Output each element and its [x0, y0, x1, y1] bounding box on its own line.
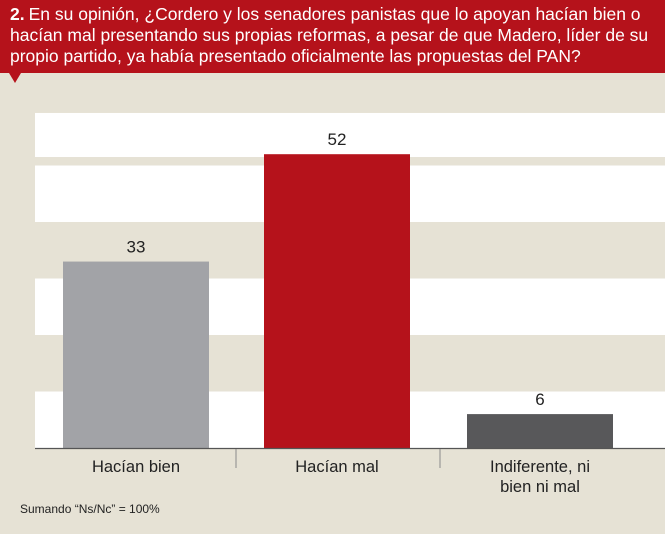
- value-label: 33: [127, 238, 146, 257]
- x-axis: [35, 447, 665, 468]
- value-label: 52: [328, 130, 347, 149]
- value-label: 6: [535, 390, 544, 409]
- category-labels-group: Hacían bien Hacían mal Indiferente, ni bien…: [92, 458, 590, 496]
- category-label: Hacían bien: [92, 458, 180, 476]
- grid-band: [35, 112, 665, 158]
- category-label: Indiferente, ni bien ni mal: [490, 458, 590, 496]
- bars-group: [63, 154, 613, 448]
- bar-2: [264, 154, 410, 448]
- bar-3: [467, 414, 613, 448]
- question-header: 2. En su opinión, ¿Cordero y los senadore…: [0, 0, 665, 73]
- bar-1: [63, 261, 209, 448]
- question-text: 2. En su opinión, ¿Cordero y los senadore…: [10, 4, 655, 67]
- footnote: Sumando “Ns/Nc” = 100%: [20, 502, 160, 516]
- value-labels-group: 33 52 6: [127, 130, 545, 409]
- question-number: 2.: [10, 4, 25, 24]
- category-label: Hacían mal: [295, 458, 378, 476]
- question-body: En su opinión, ¿Cordero y los senadores …: [10, 4, 649, 66]
- header-pointer: [9, 73, 21, 83]
